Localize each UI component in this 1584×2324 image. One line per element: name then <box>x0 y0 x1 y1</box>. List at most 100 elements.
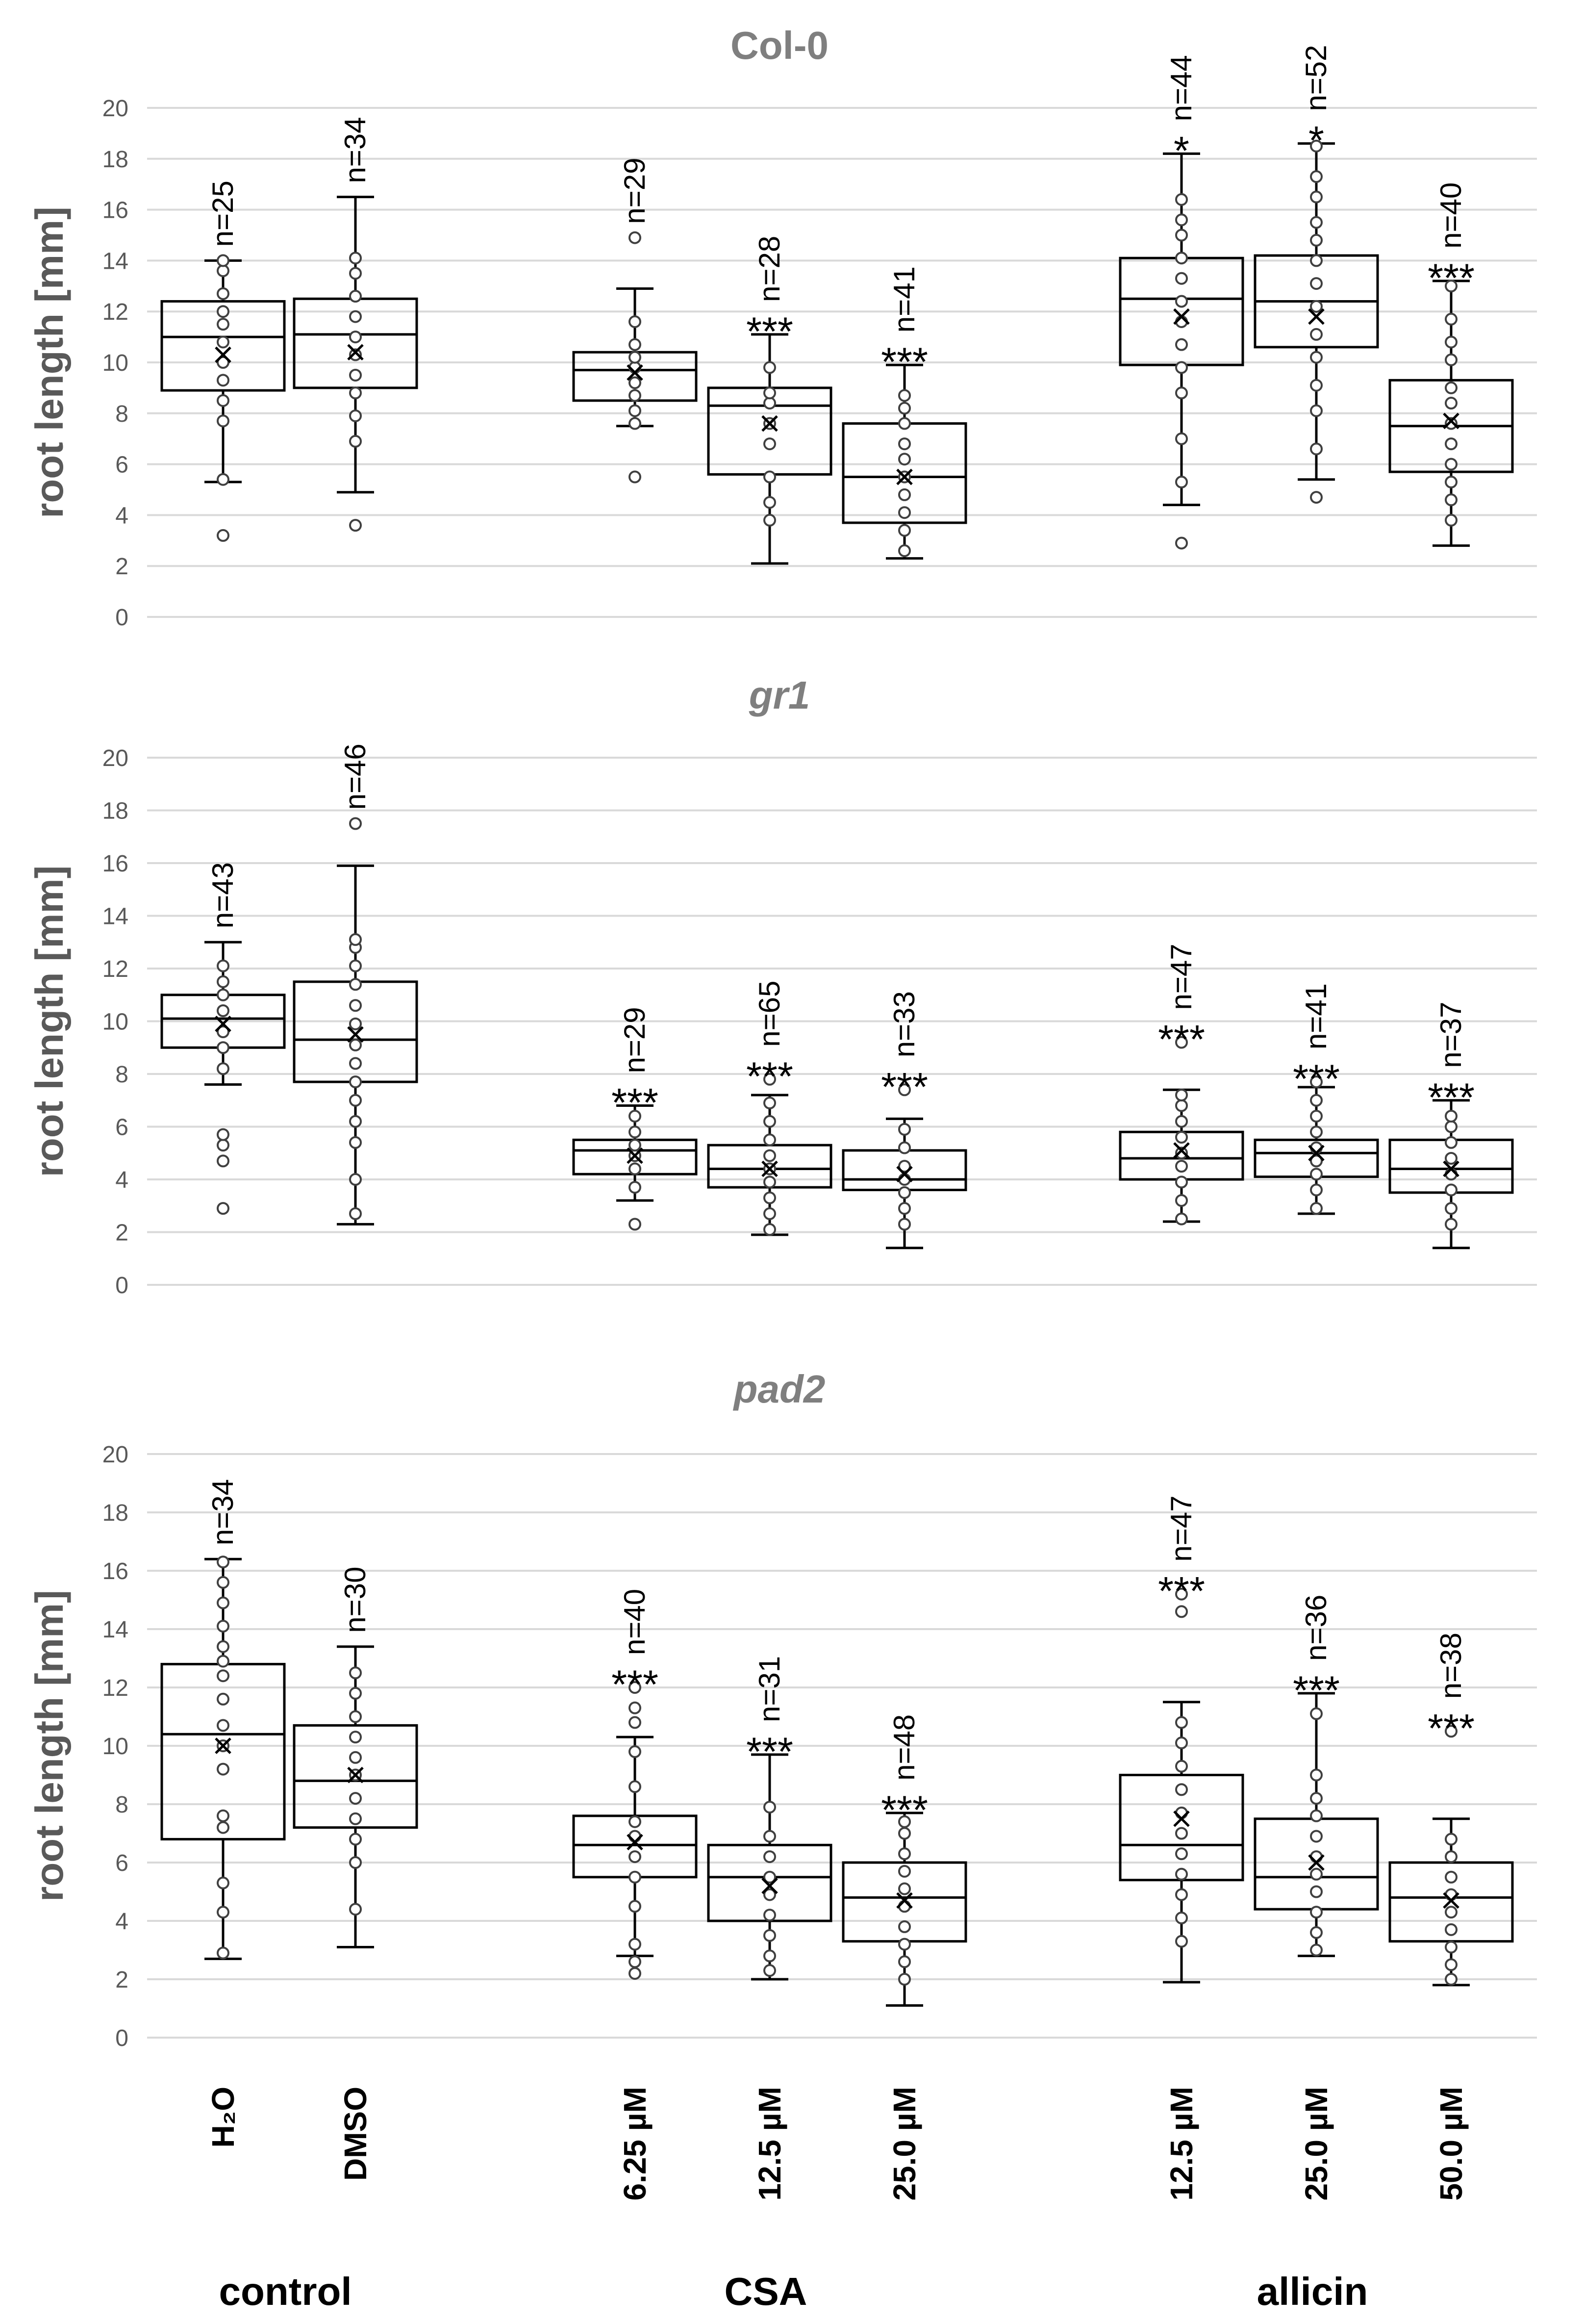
data-point <box>349 1038 362 1051</box>
data-point <box>898 1882 911 1895</box>
data-point <box>1175 386 1188 400</box>
y-tick-label: 8 <box>115 1792 128 1818</box>
data-point <box>217 254 229 267</box>
y-tick-label: 20 <box>102 96 128 122</box>
data-point <box>763 1929 776 1942</box>
y-tick-label: 14 <box>102 1617 128 1643</box>
data-point <box>1445 1202 1458 1215</box>
box-1: n=34 <box>293 117 418 532</box>
data-point <box>629 1162 641 1175</box>
data-point <box>898 1186 911 1199</box>
data-point <box>349 1136 362 1149</box>
significance-label: *** <box>881 1788 928 1833</box>
y-tick-label: 10 <box>102 350 128 376</box>
y-tick-label: 14 <box>102 904 128 930</box>
data-point <box>898 1973 911 1986</box>
data-point <box>349 1686 362 1700</box>
data-point <box>217 1692 229 1706</box>
data-point <box>1310 1906 1323 1919</box>
data-point <box>763 1097 776 1110</box>
data-point <box>629 1716 641 1729</box>
data-point <box>1445 1923 1458 1936</box>
data-point <box>217 1762 229 1776</box>
data-point <box>217 1620 229 1633</box>
category-label: 12.5 µM <box>752 2087 787 2201</box>
data-point <box>349 386 362 400</box>
y-tick-label: 2 <box>115 1967 128 1993</box>
n-label: n=41 <box>1300 983 1333 1049</box>
y-axis-label: root length [mm] <box>27 866 71 1177</box>
data-point <box>1445 1973 1458 1986</box>
significance-label: *** <box>611 1081 658 1125</box>
data-point <box>349 1094 362 1107</box>
y-axis-label: root length [mm] <box>27 206 71 518</box>
data-point <box>898 402 911 415</box>
data-point <box>1175 1716 1188 1729</box>
box-3: *** n=28 <box>707 236 832 565</box>
mean-marker <box>215 346 231 363</box>
n-label: n=33 <box>888 991 921 1057</box>
y-tick-label: 4 <box>115 1167 128 1193</box>
data-point <box>763 397 776 410</box>
data-point <box>1310 1768 1323 1782</box>
data-point <box>1175 193 1188 206</box>
data-point <box>349 310 362 323</box>
box-6: *** n=41 <box>1254 983 1379 1215</box>
data-point <box>1445 513 1458 527</box>
data-point <box>1310 277 1323 290</box>
data-point <box>629 1701 641 1714</box>
box-6: *** n=36 <box>1254 1595 1379 1957</box>
n-label: n=31 <box>753 1656 786 1722</box>
data-point <box>217 975 229 988</box>
mean-marker <box>896 468 913 485</box>
box-5: * n=44 <box>1119 55 1244 550</box>
y-tick-label: 12 <box>102 1675 128 1701</box>
data-point <box>1310 1075 1323 1089</box>
y-tick-label: 16 <box>102 198 128 224</box>
significance-label: *** <box>1428 1706 1475 1751</box>
data-point <box>217 1041 229 1054</box>
data-point <box>1310 139 1323 153</box>
y-tick-label: 6 <box>115 1850 128 1876</box>
n-label: n=44 <box>1165 55 1198 121</box>
data-point <box>1445 437 1458 451</box>
data-point <box>629 1815 641 1828</box>
data-point <box>1310 1885 1323 1898</box>
data-point <box>1175 338 1188 351</box>
data-point <box>217 1556 229 1569</box>
n-label: n=38 <box>1434 1633 1467 1699</box>
mean-marker <box>761 415 778 432</box>
data-point <box>1310 1110 1323 1123</box>
n-label: n=30 <box>339 1567 372 1633</box>
significance-label: *** <box>1158 1018 1205 1062</box>
box-1: n=30 <box>293 1567 418 1949</box>
significance-label: * <box>1174 128 1189 173</box>
data-point <box>1445 1110 1458 1123</box>
box-2: *** n=40 <box>572 1589 698 1980</box>
data-point <box>217 1821 229 1834</box>
data-point <box>763 1870 776 1884</box>
y-tick-label: 8 <box>115 401 128 427</box>
data-point <box>349 999 362 1012</box>
box-5: *** n=47 <box>1119 944 1244 1226</box>
data-point <box>1175 361 1188 374</box>
data-point <box>1310 491 1323 504</box>
significance-label: *** <box>1428 1075 1475 1120</box>
data-point <box>1310 1183 1323 1197</box>
box-2: *** n=29 <box>572 1007 698 1231</box>
box-4: *** n=41 <box>842 266 967 560</box>
data-point <box>349 1792 362 1805</box>
significance-label: * <box>1308 119 1324 163</box>
data-point <box>1175 1587 1188 1601</box>
y-tick-label: 18 <box>102 147 128 173</box>
data-point <box>217 335 229 349</box>
group-label: allicin <box>1257 2270 1368 2313</box>
y-tick-label: 20 <box>102 745 128 771</box>
data-point <box>1310 1830 1323 1843</box>
panel-gr1: 0 2 4 6 8 10 12 14 16 18 20 gr1 root length [mm] n=43… <box>27 673 1537 1299</box>
data-point <box>898 1218 911 1231</box>
y-tick-label: 18 <box>102 1500 128 1526</box>
data-point <box>349 434 362 448</box>
data-point <box>217 1596 229 1609</box>
data-point <box>349 978 362 991</box>
